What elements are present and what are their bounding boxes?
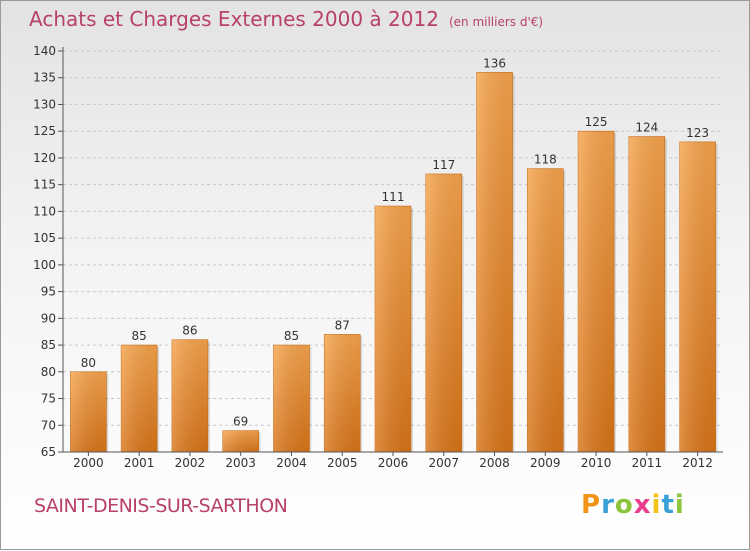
bar-group [425, 173, 464, 453]
bar-group [476, 72, 515, 453]
bar-highlight [679, 141, 716, 453]
y-tick-label: 140 [33, 44, 56, 58]
bar-highlight [171, 339, 208, 452]
y-tick-label: 125 [33, 124, 56, 138]
proxiti-logo[interactable]: Proxiti [581, 490, 685, 520]
y-tick-label: 100 [33, 258, 56, 272]
data-label: 87 [335, 318, 350, 332]
data-label: 136 [483, 56, 506, 70]
bars-layer [70, 72, 718, 453]
logo-letter: x [633, 490, 652, 520]
y-tick-label: 120 [33, 151, 56, 165]
bar-group [171, 339, 210, 453]
bar-group [70, 371, 109, 453]
bar-group [679, 141, 718, 453]
chart-unit: (en milliers d'€) [448, 15, 544, 29]
bar-group [527, 168, 566, 453]
logo-letter: P [581, 490, 602, 520]
x-tick-label: 2010 [581, 456, 612, 470]
data-label: 86 [182, 324, 197, 338]
y-tick-label: 90 [41, 311, 56, 325]
logo-letter: o [614, 490, 634, 520]
data-label: 111 [382, 190, 405, 204]
y-tick-label: 135 [33, 71, 56, 85]
data-label: 125 [585, 115, 608, 129]
y-tick-label: 80 [41, 365, 56, 379]
x-tick-label: 2000 [73, 456, 104, 470]
data-label: 118 [534, 153, 557, 167]
bar-highlight [425, 173, 462, 452]
logo-letter: r [601, 490, 615, 520]
bar-group [222, 430, 261, 453]
y-tick-label: 130 [33, 97, 56, 111]
bar-group [323, 334, 363, 453]
bar-highlight [273, 345, 310, 452]
y-tick-label: 65 [41, 445, 56, 459]
x-tick-label: 2001 [124, 456, 155, 470]
data-label: 123 [686, 126, 709, 140]
x-tick-label: 2003 [225, 456, 256, 470]
data-label: 117 [432, 158, 455, 172]
y-tick-label: 70 [41, 418, 56, 432]
data-label: 124 [635, 121, 658, 135]
x-tick-label: 2011 [632, 456, 663, 470]
y-tick-label: 95 [41, 285, 56, 299]
bar-highlight [375, 206, 411, 452]
x-tick-label: 2002 [175, 456, 206, 470]
y-tick-label: 85 [41, 338, 56, 352]
y-tick-label: 115 [33, 178, 56, 192]
y-tick-label: 75 [41, 392, 56, 406]
bar-highlight [476, 72, 513, 453]
logo-letter: i [674, 490, 685, 520]
y-tick-label: 105 [33, 231, 56, 245]
bar-highlight [70, 371, 107, 452]
axis-layer: 65 70 75 80 85 90 95 100 105 110 115 120 125 130 135 14… [33, 44, 723, 470]
y-tick-label: 110 [33, 204, 56, 218]
x-tick-label: 2006 [378, 456, 409, 470]
logo-letter: t [661, 490, 675, 520]
bar-group [628, 136, 667, 453]
bar-highlight [578, 131, 615, 452]
data-label: 80 [81, 356, 96, 370]
data-label: 69 [233, 415, 248, 429]
bar-group [577, 130, 617, 453]
bar-highlight [628, 136, 665, 452]
bar-group [273, 344, 312, 453]
bar-highlight [324, 334, 361, 452]
data-label: 85 [132, 329, 147, 343]
x-tick-label: 2004 [276, 456, 307, 470]
logo-letter: i [651, 490, 662, 520]
bar-group [374, 205, 413, 453]
chart-title: Achats et Charges Externes 2000 à 2012 (e… [29, 7, 543, 31]
x-tick-label: 2008 [479, 456, 510, 470]
x-tick-label: 2012 [682, 456, 713, 470]
chart-title-text: Achats et Charges Externes 2000 à 2012 [29, 7, 439, 31]
bar-highlight [222, 430, 259, 452]
place-name: SAINT-DENIS-SUR-SARTHON [34, 495, 288, 517]
x-tick-label: 2009 [530, 456, 561, 470]
data-label: 85 [284, 329, 299, 343]
bar-highlight [527, 168, 564, 453]
x-tick-label: 2007 [428, 456, 459, 470]
x-tick-label: 2005 [327, 456, 358, 470]
bar-group [120, 344, 160, 453]
bar-highlight [121, 345, 158, 452]
